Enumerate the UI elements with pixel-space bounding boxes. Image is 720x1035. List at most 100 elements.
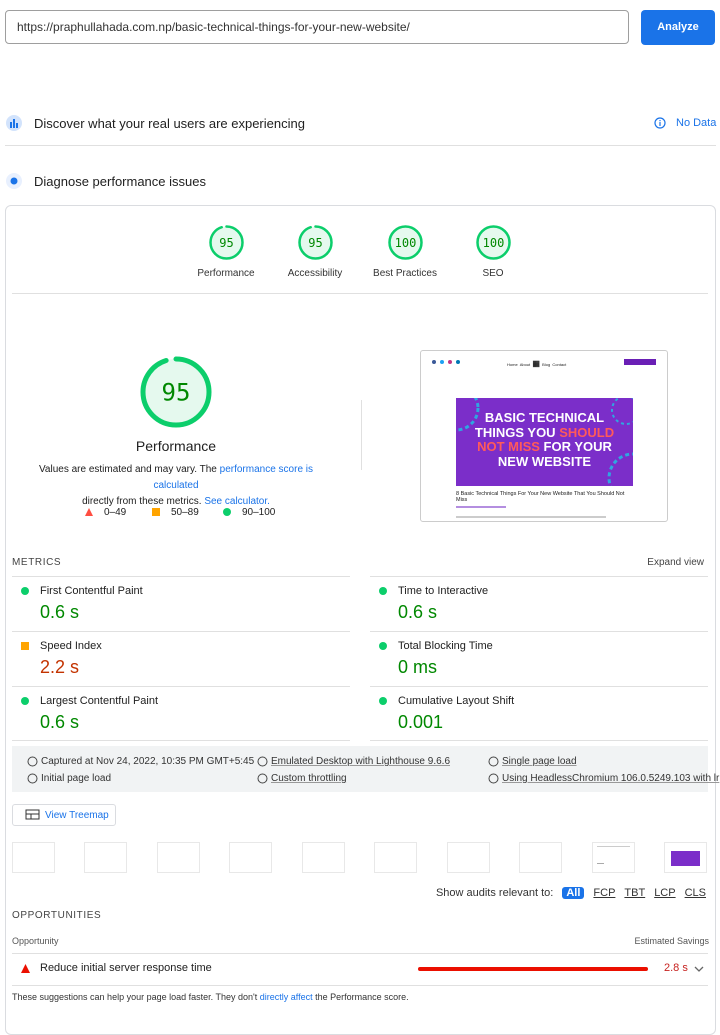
run-info-text: Using HeadlessChromium 106.0.5249.103 wi… — [502, 773, 720, 784]
field-status: No Data — [676, 117, 717, 129]
metric-icon — [379, 697, 387, 705]
banner-rings — [456, 398, 633, 486]
divider — [12, 740, 350, 741]
run-info-icon — [27, 773, 38, 784]
opportunities-title: OPPORTUNITIES — [12, 910, 102, 921]
film-frame — [374, 842, 417, 873]
metric-icon — [21, 587, 29, 595]
metrics-title: METRICS — [12, 557, 62, 568]
icon-shape — [257, 756, 268, 767]
expand-view[interactable]: Expand view — [647, 557, 704, 568]
gauge-fill — [143, 359, 209, 425]
footer-link[interactable]: directly affect — [259, 992, 313, 1002]
column-header: Estimated Savings — [634, 936, 709, 946]
legend-fail — [85, 508, 93, 516]
average-square — [21, 642, 29, 650]
gauge-arc — [208, 224, 244, 260]
treemap-label[interactable]: View Treemap — [45, 810, 109, 821]
filter-bar: Show audits relevant to: All FCP TBT LCP CLS — [300, 887, 706, 899]
run-info-icon — [257, 773, 268, 784]
film-frame — [664, 842, 707, 873]
diagnose-title: Diagnose performance issues — [34, 174, 206, 189]
gauge-fill — [210, 226, 242, 258]
score-label: SEO — [482, 268, 504, 279]
score-gauge: 95 — [297, 224, 333, 260]
score-label: Accessibility — [287, 268, 343, 279]
metric-icon — [21, 642, 29, 650]
metric-value: 0.6 s — [40, 712, 80, 732]
film-frame — [519, 842, 562, 873]
legend-average — [152, 508, 160, 516]
score-gauge: 100 — [475, 224, 511, 260]
page-screenshot: Home About ▦ Blog Contact BASIC TECHNICA… — [420, 350, 668, 522]
opportunities-footer: These suggestions can help your page loa… — [12, 992, 409, 1002]
pass-dot — [379, 587, 387, 595]
analyze-button[interactable]: Analyze — [641, 10, 715, 45]
filter-chip[interactable]: All — [562, 887, 585, 899]
gauge-value: 95 — [308, 235, 322, 249]
run-info-text: Emulated Desktop with Lighthouse 9.6.6 — [271, 756, 450, 767]
filter-chip[interactable]: FCP — [593, 887, 616, 899]
filter-chip[interactable]: CLS — [684, 887, 706, 899]
nav-item: Contact — [552, 362, 567, 367]
url-input[interactable] — [5, 10, 629, 44]
filter-chip[interactable]: LCP — [654, 887, 676, 899]
run-info — [12, 746, 708, 792]
headline-highlight: NOT MISS — [477, 439, 540, 454]
note-link[interactable]: performance score is calculated — [153, 464, 314, 491]
metric-value: 0 ms — [398, 657, 438, 677]
banner-headline: BASIC TECHNICAL THINGS YOU SHOULD NOT MI… — [456, 410, 633, 469]
legend-label: 50–89 — [171, 507, 199, 518]
divider — [12, 631, 350, 632]
gauge-value: 95 — [219, 235, 233, 249]
gauge-value: 100 — [394, 235, 416, 249]
headline-text: FOR YOUR — [539, 439, 612, 454]
film-frame — [157, 842, 200, 873]
nav-item: Home — [507, 362, 518, 367]
divider — [12, 985, 708, 986]
film-frame — [84, 842, 127, 873]
caption-body — [456, 516, 606, 518]
metric-value: 0.6 s — [398, 602, 438, 622]
chevron[interactable] — [694, 965, 704, 973]
divider — [12, 686, 350, 687]
fail-icon — [21, 964, 30, 973]
run-info-text: Captured at Nov 24, 2022, 10:35 PM GMT+5… — [41, 756, 255, 767]
divider — [12, 953, 708, 954]
score-label: Best Practices — [373, 268, 437, 279]
diagnose-icon — [6, 173, 22, 189]
note-link[interactable]: See calculator. — [204, 496, 270, 507]
column-header: Opportunity — [12, 936, 59, 946]
footer-text: the Performance score. — [312, 992, 409, 1002]
icon-shape — [488, 756, 499, 767]
social-icons — [432, 360, 460, 364]
score-label: Performance — [197, 268, 255, 279]
info-icon — [654, 117, 666, 129]
filter-label: Show audits relevant to: — [435, 887, 554, 899]
report-card — [5, 205, 716, 1035]
divider — [12, 576, 350, 577]
divider — [370, 686, 708, 687]
gauge-value: 100 — [482, 235, 504, 249]
divider — [5, 145, 716, 146]
score-gauge: 95 — [208, 224, 244, 260]
run-info-text: Single page load — [502, 756, 577, 767]
score-gauge: 100 — [387, 224, 423, 260]
score-gauge: 95 — [140, 356, 212, 428]
screenshot-caption: 8 Basic Technical Things For Your New We… — [456, 491, 625, 503]
filter-chip[interactable]: TBT — [624, 887, 646, 899]
nav-item: About — [519, 362, 531, 367]
headline-text: NEW WEBSITE — [497, 453, 592, 469]
opportunity-title[interactable]: Reduce initial server response time — [40, 962, 212, 974]
nav: Home About ▦ Blog Contact — [507, 359, 567, 368]
score-note: Values are estimated and may vary. The p… — [16, 462, 336, 510]
treemap-button[interactable] — [12, 804, 116, 826]
savings-bar — [418, 967, 648, 971]
url-text: https://praphullahada.com.np/basic-techn… — [17, 20, 410, 34]
metric-value: 0.6 s — [40, 602, 80, 622]
banner: BASIC TECHNICAL THINGS YOU SHOULD NOT MI… — [456, 398, 633, 486]
film-frame — [302, 842, 345, 873]
note-text: Values are estimated and may vary. The — [38, 464, 220, 475]
legend-pass — [223, 508, 231, 516]
